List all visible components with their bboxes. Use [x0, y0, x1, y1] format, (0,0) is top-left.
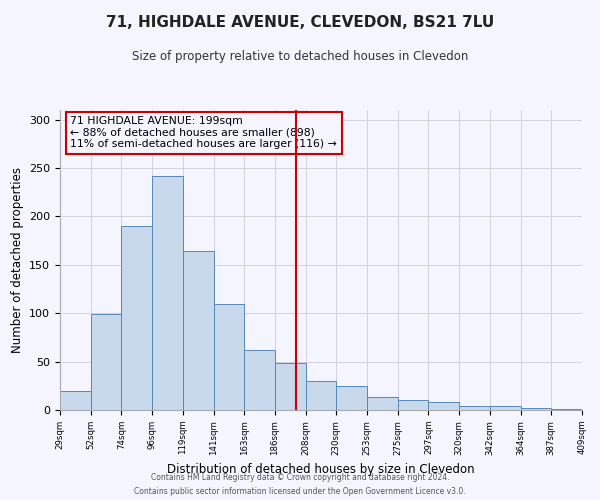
Bar — [183, 252, 214, 410]
Bar — [459, 406, 490, 410]
Bar — [428, 402, 459, 410]
Y-axis label: Number of detached properties: Number of detached properties — [11, 167, 23, 353]
Text: Size of property relative to detached houses in Clevedon: Size of property relative to detached ho… — [132, 50, 468, 63]
Bar — [551, 409, 582, 410]
Bar — [91, 314, 121, 410]
Text: 71 HIGHDALE AVENUE: 199sqm
← 88% of detached houses are smaller (898)
11% of sem: 71 HIGHDALE AVENUE: 199sqm ← 88% of deta… — [70, 116, 337, 149]
Bar — [490, 406, 521, 410]
X-axis label: Distribution of detached houses by size in Clevedon: Distribution of detached houses by size … — [167, 463, 475, 476]
Bar — [367, 398, 398, 410]
Bar — [152, 176, 183, 410]
Text: 71, HIGHDALE AVENUE, CLEVEDON, BS21 7LU: 71, HIGHDALE AVENUE, CLEVEDON, BS21 7LU — [106, 15, 494, 30]
Bar — [244, 350, 275, 410]
Bar — [305, 381, 337, 410]
Text: Contains public sector information licensed under the Open Government Licence v3: Contains public sector information licen… — [134, 488, 466, 496]
Bar — [337, 386, 367, 410]
Bar — [214, 304, 244, 410]
Bar — [60, 390, 91, 410]
Bar — [275, 362, 305, 410]
Bar — [398, 400, 428, 410]
Bar — [521, 408, 551, 410]
Bar — [121, 226, 152, 410]
Text: Contains HM Land Registry data © Crown copyright and database right 2024.: Contains HM Land Registry data © Crown c… — [151, 472, 449, 482]
